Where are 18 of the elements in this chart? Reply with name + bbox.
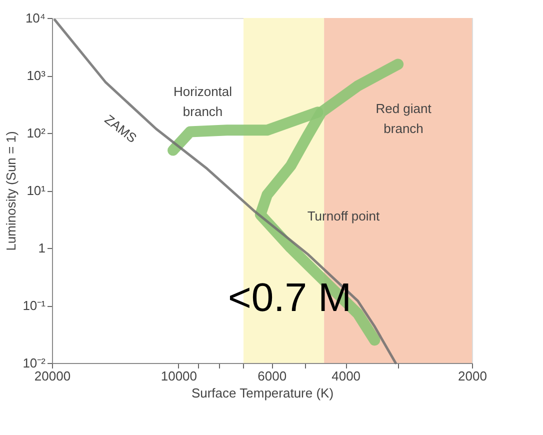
annotation: Red giant branch	[376, 101, 432, 136]
annotation: <0.7 M	[228, 276, 352, 320]
x-tick-label: 2000	[458, 368, 487, 384]
y-tick-label: 10⁻¹	[22, 298, 46, 313]
y-tick-label: 10⁴	[25, 10, 46, 26]
annotation: Turnoff point	[307, 208, 380, 224]
y-tick-label: 10¹	[26, 183, 46, 198]
y-tick-label: 10³	[26, 68, 46, 83]
x-tick-label: 10000	[160, 368, 198, 384]
y-tick-label: 1	[38, 240, 46, 256]
annotation: Horizontal branch	[174, 84, 232, 120]
y-axis-title: Luminosity (Sun = 1)	[4, 131, 19, 251]
x-axis-title: Surface Temperature (K)	[191, 386, 334, 400]
x-tick-label: 4000	[332, 368, 361, 384]
y-tick-label: 10⁻²	[22, 356, 46, 370]
x-tick-label: 20000	[34, 368, 71, 384]
x-tick-label: 6000	[258, 368, 287, 384]
y-tick-label: 10²	[26, 126, 46, 140]
